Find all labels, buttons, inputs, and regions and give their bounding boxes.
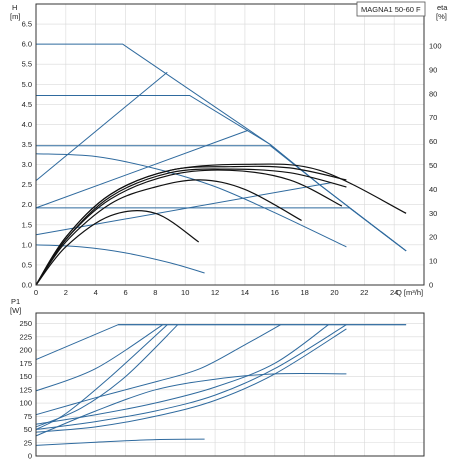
flow-tick-label: 6 bbox=[123, 288, 127, 297]
efficiency-axis-ticks: 0 10 20 30 40 50 60 70 80 90 100 bbox=[429, 42, 442, 290]
efficiency-tick-label: 50 bbox=[429, 161, 437, 170]
power-curve bbox=[35, 438, 205, 446]
head-tick-label: 4.0 bbox=[22, 120, 32, 129]
system-curve bbox=[35, 129, 249, 209]
flow-tick-label: 4 bbox=[94, 288, 98, 297]
head-axis-unit: [m] bbox=[10, 12, 20, 21]
flow-tick-label: 8 bbox=[153, 288, 157, 297]
head-curve bbox=[36, 95, 407, 252]
power-tick-label: 200 bbox=[19, 346, 32, 355]
power-curve bbox=[35, 324, 168, 430]
efficiency-tick-label: 20 bbox=[429, 233, 437, 242]
flow-tick-label: 10 bbox=[181, 288, 189, 297]
head-axis-label: H bbox=[12, 3, 17, 12]
efficiency-tick-label: 0 bbox=[429, 281, 433, 290]
efficiency-tick-label: 70 bbox=[429, 113, 437, 122]
power-curve bbox=[35, 324, 179, 428]
head-tick-label: 2.5 bbox=[22, 180, 32, 189]
model-label: MAGNA1 50-60 F bbox=[361, 5, 421, 14]
power-tick-label: 175 bbox=[19, 359, 32, 368]
power-curve bbox=[35, 324, 407, 361]
head-curve bbox=[35, 244, 205, 274]
head-grid bbox=[35, 4, 424, 286]
efficiency-curve bbox=[35, 168, 347, 286]
head-tick-label: 6.5 bbox=[22, 20, 32, 29]
efficiency-axis-unit: [%] bbox=[436, 12, 447, 21]
efficiency-curve bbox=[35, 163, 407, 286]
efficiency-tick-label: 40 bbox=[429, 185, 437, 194]
power-curve bbox=[35, 328, 347, 433]
head-tick-label: 6.0 bbox=[22, 40, 32, 49]
power-chart-frame bbox=[35, 312, 425, 457]
efficiency-tick-label: 80 bbox=[429, 89, 437, 98]
head-tick-label: 3.5 bbox=[22, 140, 32, 149]
model-box bbox=[356, 1, 426, 17]
efficiency-curve bbox=[35, 210, 200, 286]
flow-tick-label: 20 bbox=[330, 288, 338, 297]
efficiency-tick-label: 90 bbox=[429, 65, 437, 74]
power-axis-ticks: 0 25 50 75 100 125 150 175 200 225 250 bbox=[19, 319, 32, 460]
head-tick-label: 1.0 bbox=[22, 240, 32, 249]
head-tick-label: 4.5 bbox=[22, 100, 32, 109]
power-tick-label: 25 bbox=[24, 438, 32, 447]
flow-tick-label: 2 bbox=[64, 288, 68, 297]
head-curve bbox=[36, 145, 407, 252]
power-curve bbox=[35, 324, 329, 425]
power-curves bbox=[35, 324, 407, 446]
efficiency-tick-label: 10 bbox=[429, 257, 437, 266]
system-curve bbox=[35, 182, 332, 236]
power-curve bbox=[35, 373, 347, 437]
head-tick-label: 2.0 bbox=[22, 200, 32, 209]
efficiency-curve bbox=[35, 179, 302, 286]
power-tick-label: 225 bbox=[19, 332, 32, 341]
efficiency-axis-label: eta bbox=[437, 3, 448, 12]
flow-tick-label: 22 bbox=[360, 288, 368, 297]
system-curve bbox=[35, 71, 168, 181]
flow-axis-label: Q [m³/h] bbox=[396, 288, 423, 297]
efficiency-tick-label: 100 bbox=[429, 42, 442, 51]
efficiency-tick-label: 60 bbox=[429, 137, 437, 146]
power-tick-label: 250 bbox=[19, 319, 32, 328]
power-axis-unit: [W] bbox=[10, 306, 21, 315]
power-tick-label: 150 bbox=[19, 372, 32, 381]
head-tick-label: 5.5 bbox=[22, 60, 32, 69]
power-curve bbox=[35, 324, 281, 416]
flow-tick-label: 14 bbox=[241, 288, 249, 297]
power-tick-label: 100 bbox=[19, 399, 32, 408]
head-tick-label: 1.5 bbox=[22, 220, 32, 229]
flow-axis-ticks: 0 2 4 6 8 10 12 14 16 18 20 22 24 bbox=[34, 288, 398, 297]
flow-tick-label: 24 bbox=[390, 288, 398, 297]
power-tick-label: 125 bbox=[19, 385, 32, 394]
power-curve bbox=[35, 324, 164, 392]
head-tick-label: 3.0 bbox=[22, 160, 32, 169]
flow-tick-label: 0 bbox=[34, 288, 38, 297]
power-axis-label: P1 bbox=[11, 297, 20, 306]
head-tick-label: 0.0 bbox=[22, 281, 32, 290]
flow-tick-label: 18 bbox=[300, 288, 308, 297]
flow-tick-label: 16 bbox=[271, 288, 279, 297]
flow-tick-label: 12 bbox=[211, 288, 219, 297]
head-curve bbox=[36, 207, 407, 252]
head-tick-label: 0.5 bbox=[22, 260, 32, 269]
head-and-efficiency-curves bbox=[35, 43, 407, 286]
power-tick-label: 0 bbox=[28, 452, 32, 460]
power-curve bbox=[35, 324, 347, 430]
power-tick-label: 75 bbox=[24, 412, 32, 421]
head-curve bbox=[35, 153, 347, 248]
head-tick-label: 5.0 bbox=[22, 80, 32, 89]
head-curve bbox=[36, 43, 407, 252]
head-chart-frame bbox=[35, 3, 425, 286]
efficiency-tick-label: 30 bbox=[429, 209, 437, 218]
head-axis-ticks: 0.0 0.5 1.0 1.5 2.0 2.5 3.0 3.5 4.0 4.5 5.0 5.5 6.0 6… bbox=[22, 20, 32, 290]
power-tick-label: 50 bbox=[24, 425, 32, 434]
